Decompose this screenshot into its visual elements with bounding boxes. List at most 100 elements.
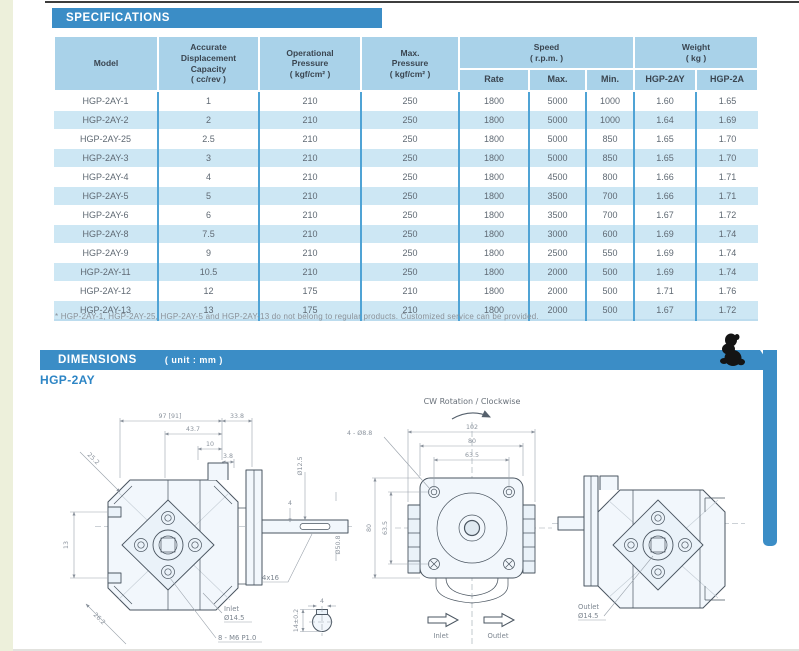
value-cell: 1.74 [695, 243, 758, 263]
value-cell: 250 [360, 167, 459, 187]
dim-flange-height: 80 [366, 524, 373, 532]
value-cell: 175 [258, 300, 361, 320]
value-cell: 5 [157, 186, 259, 206]
label-bolt-hole-spec: 4 - Ø8.8 [347, 429, 372, 437]
rotation-note: CW Rotation / Clockwise [424, 397, 521, 406]
value-cell: 250 [360, 129, 459, 149]
drawing-model-title: HGP-2AY [40, 373, 96, 387]
model-cell: HGP-2AY-11 [54, 262, 158, 282]
value-cell: 1800 [458, 186, 529, 206]
value-cell: 250 [360, 148, 459, 168]
value-cell: 2500 [528, 243, 586, 263]
dim-step-length: 10 [206, 441, 214, 448]
value-cell: 1.69 [633, 262, 696, 282]
dim-key-offset: 3.8 [223, 453, 233, 460]
value-cell: 210 [258, 167, 361, 187]
label-inlet: Inlet [224, 605, 239, 613]
value-cell: 2 [157, 110, 259, 130]
inlet-arrow-icon [427, 612, 460, 628]
dim-pilot-diameter: Ø50.8 [334, 536, 342, 555]
value-cell: 6 [157, 205, 259, 225]
value-cell: 1.69 [633, 243, 696, 263]
value-cell: 1800 [458, 243, 529, 263]
model-cell: HGP-2AY-4 [82, 172, 129, 182]
page-side-accent-bar [763, 350, 777, 546]
value-cell: 1.65 [633, 129, 696, 149]
value-cell: 1.71 [695, 186, 758, 206]
shaft-key-detail-drawing: 4 14±0.2 [293, 598, 336, 636]
dimensions-unit-note: ( unit : mm ) [164, 355, 223, 365]
value-cell: 1800 [458, 281, 529, 301]
dim-rear-length: 33.8 [230, 413, 244, 420]
value-cell: 210 [258, 129, 361, 149]
value-cell: 3500 [528, 186, 586, 206]
table-row: HGP-2AY-11 10.5 210 250 1800 2000 500 1.69 1.74 [54, 262, 758, 282]
value-cell: 7.5 [157, 224, 259, 244]
label-key-spec: 4x16 [262, 574, 279, 582]
value-cell: 850 [585, 129, 634, 149]
col-header-weight-hgp2a: HGP-2A [695, 68, 759, 92]
value-cell: 10.5 [157, 262, 259, 282]
value-cell: 250 [360, 91, 459, 111]
value-cell: 13 [157, 300, 259, 320]
dim-flange-width: 80 [468, 438, 476, 445]
value-cell: 700 [585, 205, 634, 225]
model-cell: HGP-2AY-5 [54, 186, 158, 206]
specifications-table: Model Accurate Displacement Capacity ( c… [53, 35, 759, 321]
value-cell: 4 [157, 167, 259, 187]
dim-shaft-diameter: Ø12.5 [296, 457, 304, 476]
value-cell: 210 [258, 148, 361, 168]
value-cell: 210 [258, 224, 361, 244]
value-cell: 1800 [458, 167, 529, 187]
value-cell: 1.65 [695, 91, 758, 111]
table-row: HGP-2AY-4 4 210 250 1800 4500 800 1.66 1.71 [54, 167, 758, 187]
value-cell: 1.69 [695, 110, 758, 130]
value-cell: 1.60 [633, 91, 696, 111]
value-cell: 1800 [458, 205, 529, 225]
specifications-title: SPECIFICATIONS [66, 12, 171, 24]
value-cell: 1800 [458, 110, 529, 130]
value-cell: 1 [157, 91, 259, 111]
value-cell: 5000 [528, 110, 586, 130]
value-cell: 2000 [528, 262, 586, 282]
dim-bolt-spacing-v: 63.5 [382, 521, 389, 535]
value-cell: 210 [258, 262, 361, 282]
value-cell: 5000 [528, 148, 586, 168]
spec-table-header: Model Accurate Displacement Capacity ( c… [53, 35, 759, 92]
table-row: HGP-2AY-6 6 210 250 1800 3500 700 1.67 1.72 [54, 205, 758, 225]
value-cell: 175 [258, 281, 361, 301]
table-row: HGP-2AY-13 13 175 210 1800 2000 500 1.67 1.72 [54, 300, 758, 320]
dimensions-title: DIMENSIONS [58, 354, 137, 366]
spec-table-body: HGP-2AY-1 1 210 250 1800 5000 1000 1.60 1.65 HGP-… [54, 91, 758, 320]
model-cell: HGP-2AY-6 [82, 210, 129, 220]
dim-key-height: 4 [288, 500, 292, 507]
table-row: HGP-2AY-3 3 210 250 1800 5000 850 1.65 1.70 [54, 148, 758, 168]
table-row: HGP-2AY-12 12 175 210 1800 2000 500 1.71 1.76 [54, 281, 758, 301]
value-cell: 210 [360, 281, 459, 301]
label-outlet-diameter: Ø14.5 [578, 612, 598, 620]
value-cell: 600 [585, 224, 634, 244]
footnote-text: * HGP-2AY-1, HGP-2AY-25, HGP-2AY-5 and H… [55, 312, 539, 321]
dim-keydetail-height: 14±0.2 [293, 609, 300, 632]
value-cell: 210 [258, 110, 361, 130]
dim-bolt-spacing-h: 63.5 [465, 452, 479, 459]
table-row: HGP-2AY-1 1 210 250 1800 5000 1000 1.60 1.65 [54, 91, 758, 111]
dim-keydetail-width: 4 [320, 598, 324, 605]
value-cell: 1.71 [633, 281, 696, 301]
value-cell: 250 [360, 243, 459, 263]
value-cell: 1.72 [695, 205, 758, 225]
page-top-edge-line [45, 1, 799, 3]
value-cell: 1.69 [633, 224, 696, 244]
table-row: HGP-2AY-9 9 210 250 1800 2500 550 1.69 1.74 [54, 243, 758, 263]
model-cell: HGP-2AY-1 [82, 96, 129, 106]
front-view-drawing: CW Rotation / Clockwise 102 [347, 397, 552, 646]
model-cell: HGP-2AY-12 [79, 286, 132, 296]
col-group-weight: Weight ( kg ) [633, 35, 759, 70]
page-left-margin-strip [0, 0, 13, 651]
page-bottom-edge-line [13, 649, 799, 651]
dim-total-length: 97 [91] [159, 413, 182, 420]
value-cell: 700 [585, 186, 634, 206]
value-cell: 5000 [528, 129, 586, 149]
dim-chamfer-top: 25.2 [86, 452, 101, 467]
value-cell: 1.70 [695, 129, 758, 149]
